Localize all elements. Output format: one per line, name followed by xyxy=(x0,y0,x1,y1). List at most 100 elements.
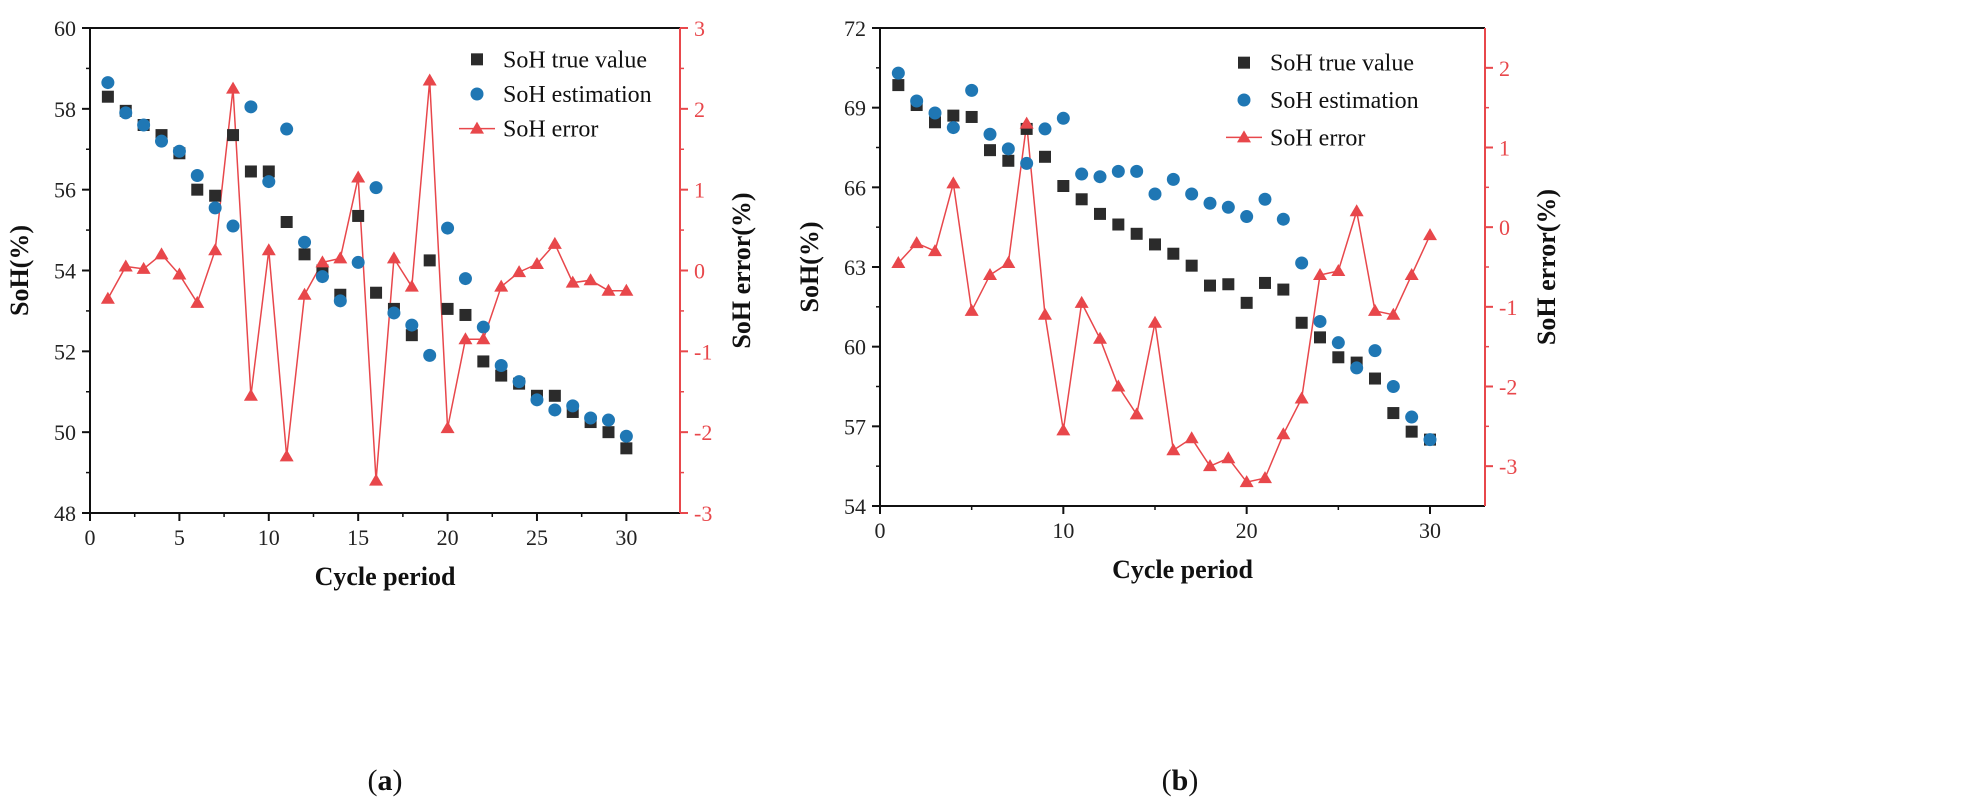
y-axis-title: SoH(%) xyxy=(5,225,34,316)
x-tick-label: 15 xyxy=(347,525,369,550)
x-tick-label: 20 xyxy=(1236,518,1258,543)
error-point xyxy=(100,291,115,304)
legend-marker-true-value xyxy=(471,53,483,66)
true-value-point xyxy=(1039,150,1051,163)
true-value-point xyxy=(191,183,204,196)
estimation-point xyxy=(101,76,115,90)
estimation-point xyxy=(458,272,472,286)
estimation-point xyxy=(1203,196,1217,210)
legend-entry: SoH error xyxy=(503,117,598,143)
estimation-point xyxy=(946,121,960,135)
true-value-point xyxy=(262,165,275,178)
true-value-point xyxy=(1094,207,1106,220)
y2-tick-label: -3 xyxy=(1499,454,1517,479)
y-tick-label: 54 xyxy=(54,259,76,284)
y-tick-label: 48 xyxy=(54,501,76,526)
estimation-point xyxy=(566,399,580,413)
y-tick-label: 63 xyxy=(844,255,866,280)
y-tick-label: 54 xyxy=(844,494,866,519)
true-value-point xyxy=(1075,193,1088,206)
y-tick-label: 56 xyxy=(54,178,76,203)
panel-label-letter: a xyxy=(378,764,393,797)
error-point xyxy=(1129,407,1144,420)
estimation-point xyxy=(262,175,276,189)
chart-panel-a: 0 5 10 15 20 25 30 48 50 52 54 56 58 60 -3 -2 -1 0 1 2 3 Cycl… xyxy=(5,16,756,797)
estimation-point xyxy=(423,348,437,362)
y2-tick-label: 0 xyxy=(694,259,705,284)
error-point xyxy=(458,332,473,345)
x-tick-label: 0 xyxy=(85,525,96,550)
true-value-point xyxy=(441,302,454,315)
true-value-point xyxy=(370,286,383,299)
true-value-point xyxy=(1295,316,1308,329)
error-point xyxy=(1276,427,1291,440)
error-point xyxy=(1313,267,1327,280)
error-point xyxy=(909,236,924,249)
y-tick-label: 57 xyxy=(844,414,866,439)
y-tick-label: 69 xyxy=(844,96,866,121)
error-point xyxy=(369,473,384,486)
error-point xyxy=(154,247,169,260)
true-value-point xyxy=(620,442,633,455)
true-value-point xyxy=(1259,276,1271,289)
true-value-point xyxy=(1057,180,1070,193)
estimation-point xyxy=(1130,164,1144,178)
y-tick-label: 52 xyxy=(54,339,76,364)
error-point xyxy=(946,176,961,189)
panel-label: (b) xyxy=(1162,764,1199,797)
estimation-point xyxy=(584,411,598,425)
error-point xyxy=(1093,331,1107,344)
error-point xyxy=(1294,391,1309,404)
error-point xyxy=(208,243,223,256)
legend-marker-estimation xyxy=(1237,93,1251,107)
y2-tick-label: -2 xyxy=(694,420,712,445)
legend-entry: SoH estimation xyxy=(1270,88,1419,114)
error-point xyxy=(1038,307,1052,320)
estimation-point xyxy=(280,122,294,136)
error-point xyxy=(243,388,258,401)
error-point xyxy=(1148,315,1162,328)
error-point xyxy=(1386,307,1401,320)
x-tick-label: 5 xyxy=(174,525,185,550)
y-tick-label: 60 xyxy=(844,335,866,360)
estimation-point xyxy=(1331,336,1345,350)
true-value-point xyxy=(227,129,240,142)
panel-label-open: ( xyxy=(1162,764,1172,797)
estimation-point xyxy=(208,201,222,215)
true-value-point xyxy=(1130,227,1143,240)
error-point xyxy=(226,81,241,94)
legend-marker-true-value xyxy=(1238,56,1250,69)
true-value-point xyxy=(477,355,490,368)
true-value-point xyxy=(1167,247,1180,260)
x-tick-label: 25 xyxy=(526,525,548,550)
true-value-point xyxy=(1112,218,1125,231)
estimation-point xyxy=(983,127,997,141)
estimation-point xyxy=(405,318,419,332)
legend-entry: SoH true value xyxy=(1270,51,1414,77)
y2-tick-label: 1 xyxy=(694,178,705,203)
error-point xyxy=(583,273,598,286)
legend: SoH true value SoH estimation SoH error xyxy=(455,42,677,146)
estimation-point xyxy=(1001,142,1015,156)
true-value-point xyxy=(1020,122,1033,135)
error-point xyxy=(422,73,437,86)
x-tick-label: 10 xyxy=(258,525,280,550)
estimation-point xyxy=(1258,192,1272,206)
estimation-point xyxy=(1148,187,1162,201)
error-point xyxy=(333,251,348,264)
estimation-point xyxy=(891,66,905,80)
y-tick-label: 66 xyxy=(844,175,866,200)
estimation-point xyxy=(298,235,312,249)
estimation-point xyxy=(1240,210,1254,224)
error-point xyxy=(964,303,979,316)
y2-tick-label: -2 xyxy=(1499,375,1517,400)
true-value-point xyxy=(352,209,365,222)
true-value-point xyxy=(1387,407,1400,420)
y2-tick-label: 1 xyxy=(1499,136,1510,161)
estimation-point xyxy=(1111,164,1125,178)
error-point xyxy=(619,283,634,296)
error-point xyxy=(565,275,580,288)
estimation-point xyxy=(1075,167,1089,181)
error-point xyxy=(118,259,133,272)
estimation-point xyxy=(315,270,329,284)
